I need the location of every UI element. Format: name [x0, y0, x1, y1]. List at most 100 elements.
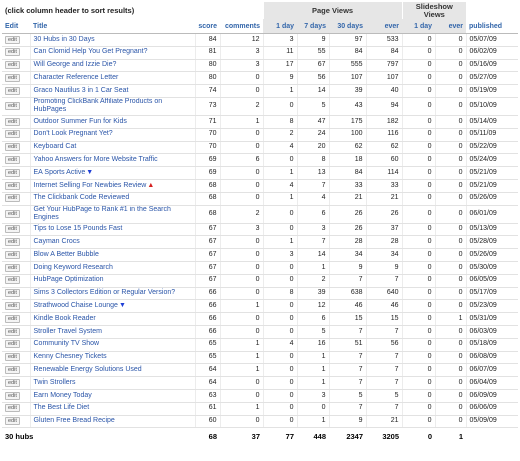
number-cell: 2 [296, 274, 330, 288]
hub-title[interactable]: Character Reference Letter [33, 74, 119, 82]
hub-title[interactable]: Earn Money Today [33, 391, 92, 399]
hub-row: edit Yahoo Answers for More Website Traff… [2, 153, 519, 168]
hub-title[interactable]: Blow A Better Bubble [33, 250, 99, 258]
hub-title[interactable]: Kenny Chesney Tickets [33, 353, 107, 361]
edit-button[interactable]: edit [5, 102, 20, 111]
edit-button[interactable]: edit [5, 263, 20, 272]
edit-button[interactable]: edit [5, 86, 20, 95]
hub-title[interactable]: Strathwood Chaise Lounge [33, 301, 118, 309]
edit-cell: edit [2, 389, 30, 403]
edit-button[interactable]: edit [5, 289, 20, 298]
published-cell: 05/21/09 [465, 179, 519, 193]
hub-title[interactable]: Renewable Energy Solutions Used [33, 365, 142, 373]
hub-title[interactable]: Yahoo Answers for More Website Traffic [33, 156, 158, 164]
hub-title[interactable]: Stroller Travel System [33, 327, 102, 335]
edit-button[interactable]: edit [5, 327, 20, 336]
column-header[interactable]: ever [435, 19, 467, 34]
title-cell: Kindle Book Reader [29, 312, 195, 326]
column-header[interactable]: published [466, 19, 519, 34]
edit-button[interactable]: edit [5, 340, 20, 349]
hub-title[interactable]: Can Clomid Help You Get Pregnant? [33, 48, 148, 56]
edit-button[interactable]: edit [5, 168, 20, 177]
hub-title[interactable]: Cayman Crocs [33, 238, 80, 245]
edit-button[interactable]: edit [5, 48, 20, 57]
empty-cell [466, 427, 519, 445]
number-cell: 0 [401, 71, 436, 86]
hub-title[interactable]: Keyboard Cat [33, 143, 77, 151]
column-header[interactable]: 1 day [263, 19, 298, 34]
edit-button[interactable]: edit [5, 209, 20, 218]
number-cell: 0 [262, 389, 298, 403]
edit-button[interactable]: edit [5, 117, 20, 126]
column-header[interactable]: 7 days [297, 19, 330, 34]
published-cell: 05/19/09 [465, 84, 519, 98]
column-header[interactable]: comments [220, 19, 264, 34]
hub-title[interactable]: Outdoor Summer Fun for Kids [33, 117, 127, 125]
hub-title[interactable]: EA Sports Active [33, 168, 86, 176]
column-header[interactable]: Title [30, 19, 195, 34]
edit-button[interactable]: edit [5, 61, 20, 70]
edit-button[interactable]: edit [5, 276, 20, 285]
edit-button[interactable]: edit [5, 194, 20, 203]
hub-title[interactable]: Gluten Free Bread Recipe [33, 417, 115, 425]
edit-button[interactable]: edit [5, 225, 20, 234]
hub-title[interactable]: Graco Nautilus 3 in 1 Car Seat [33, 86, 129, 94]
number-cell: 638 [328, 287, 367, 301]
edit-button[interactable]: edit [5, 156, 20, 165]
edit-button[interactable]: edit [5, 143, 20, 152]
edit-button[interactable]: edit [5, 404, 20, 413]
column-header[interactable]: ever [366, 19, 403, 34]
hub-title[interactable]: Kindle Book Reader [33, 314, 96, 322]
edit-button[interactable]: edit [5, 417, 20, 426]
edit-button[interactable]: edit [5, 181, 20, 190]
edit-button[interactable]: edit [5, 250, 20, 259]
edit-button[interactable]: edit [5, 130, 20, 139]
edit-button[interactable]: edit [5, 238, 20, 246]
hub-title[interactable]: Don't Look Pregnant Yet? [33, 130, 113, 138]
hub-title[interactable]: Community TV Show [33, 340, 100, 348]
edit-button[interactable]: edit [5, 365, 20, 374]
edit-cell: edit [2, 153, 30, 168]
edit-button[interactable]: edit [5, 314, 20, 323]
edit-button[interactable]: edit [5, 35, 20, 44]
hub-title[interactable]: Twin Strollers [33, 378, 76, 386]
number-cell: 0 [434, 192, 467, 206]
hub-title[interactable]: Internet Selling For Newbies Review [33, 181, 147, 189]
hub-row: edit Graco Nautilus 3 in 1 Car Seat 74 0 1 14… [2, 84, 519, 98]
hub-title[interactable]: Sims 3 Collectors Edition or Regular Ver… [33, 289, 176, 297]
hub-title[interactable]: Will George and Izzie Die? [33, 61, 117, 69]
number-cell: 26 [365, 205, 403, 224]
number-cell: 13 [296, 166, 330, 180]
edit-button[interactable]: edit [5, 301, 20, 310]
number-cell: 0 [219, 128, 264, 142]
hub-title[interactable]: HubPage Optimization [33, 276, 104, 284]
number-cell: 7 [328, 376, 367, 390]
number-cell: 1 [296, 261, 330, 275]
number-cell: 0 [262, 351, 298, 365]
column-header[interactable]: 1 day [402, 19, 436, 34]
edit-button[interactable]: edit [5, 74, 20, 83]
hub-title[interactable]: Get Your HubPage to Rank #1 in the Searc… [33, 205, 171, 222]
hub-title[interactable]: The Best Life Diet [33, 404, 90, 412]
total-cell: 77 [263, 427, 298, 445]
hub-title[interactable]: 30 Hubs in 30 Days [33, 35, 95, 43]
number-cell: 0 [219, 141, 264, 155]
title-cell: Will George and Izzie Die? [29, 59, 195, 73]
column-header[interactable]: 30 days [329, 19, 367, 34]
column-header[interactable]: score [195, 19, 220, 34]
number-cell: 175 [328, 115, 367, 129]
number-cell: 0 [219, 235, 264, 250]
hub-title[interactable]: Promoting ClickBank Affiliate Products o… [33, 97, 163, 114]
number-cell: 1 [219, 363, 264, 378]
hub-title[interactable]: Doing Keyword Research [33, 263, 113, 271]
total-cell: 0 [402, 427, 436, 445]
hub-title[interactable]: The Clickbank Code Reviewed [33, 194, 130, 202]
number-cell: 0 [401, 325, 436, 339]
number-cell: 65 [194, 351, 220, 365]
edit-button[interactable]: edit [5, 391, 20, 400]
edit-button[interactable]: edit [5, 353, 20, 362]
hub-title[interactable]: Tips to Lose 15 Pounds Fast [33, 225, 123, 233]
number-cell: 8 [296, 153, 330, 168]
edit-button[interactable]: edit [5, 378, 20, 387]
column-header[interactable]: Edit [2, 19, 30, 34]
